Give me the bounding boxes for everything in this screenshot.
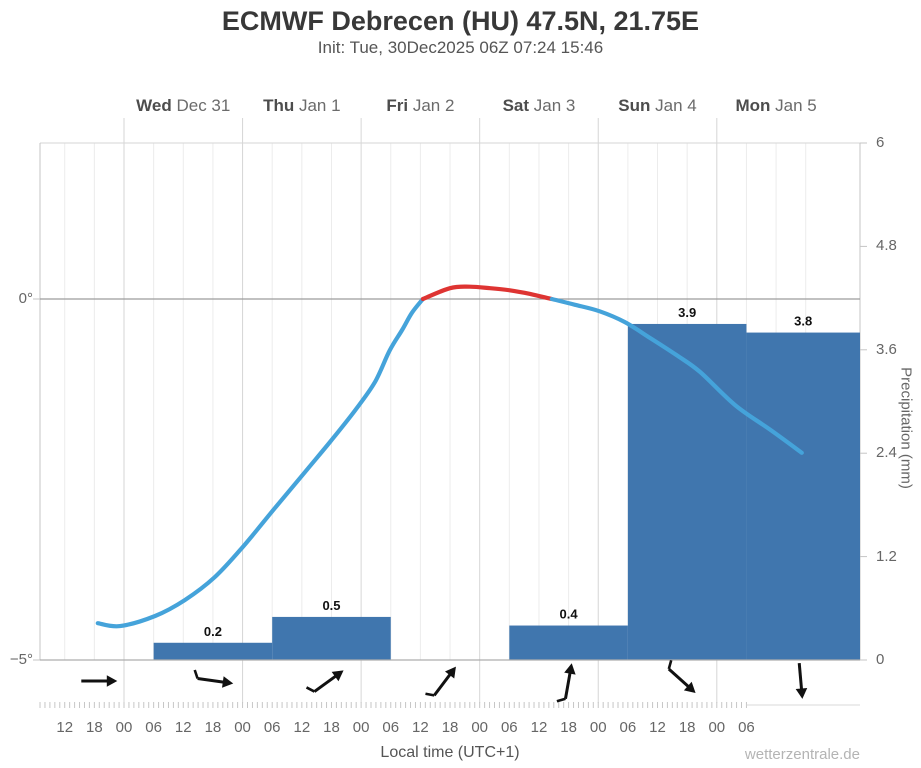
wind-arrow	[667, 659, 696, 694]
x-tick-label: 06	[263, 719, 281, 736]
wind-arrow-barb	[425, 692, 435, 697]
temp-axis-label: 0°	[18, 290, 33, 307]
bar-value-label: 0.4	[560, 607, 579, 622]
bar-value-label: 3.9	[678, 305, 696, 320]
temp-axis-label: −5°	[9, 651, 33, 668]
temperature-curve-below-zero	[549, 296, 804, 455]
wind-arrow-shaft	[197, 677, 225, 684]
x-tick-label: 18	[441, 719, 459, 736]
wind-arrow	[305, 670, 344, 693]
day-name: Sat	[502, 96, 530, 115]
x-tick-label: 18	[86, 719, 103, 736]
wind-arrow-barb	[667, 659, 673, 670]
wind-arrow-barb	[556, 697, 566, 703]
x-tick-label: 00	[115, 719, 133, 736]
x-tick-label: 06	[145, 719, 162, 736]
day-date: Jan 4	[650, 96, 697, 115]
wind-arrow-shaft	[563, 671, 572, 699]
day-label: Fri Jan 2	[386, 96, 454, 116]
precip-axis-label: 1.2	[876, 547, 897, 565]
x-tick-label: 12	[293, 719, 311, 736]
wind-arrow-barb	[305, 686, 316, 693]
wind-arrow-shaft	[797, 662, 804, 691]
x-tick-label: 00	[589, 719, 607, 736]
wind-arrow	[193, 669, 234, 688]
precip-bar	[272, 616, 391, 660]
wind-arrow-head	[795, 687, 808, 699]
x-tick-label: 00	[708, 719, 726, 736]
x-tick-label: 18	[323, 719, 340, 736]
wind-arrow	[556, 663, 576, 703]
x-tick-label: 06	[500, 719, 518, 736]
wind-arrow	[81, 675, 118, 687]
temperature-curve-above-zero	[420, 284, 554, 302]
precip-bar	[509, 625, 628, 660]
bar-value-label: 0.5	[322, 598, 340, 613]
x-tick-label: 12	[56, 719, 74, 736]
wind-arrow-head	[331, 670, 344, 682]
day-name: Sun	[618, 96, 651, 115]
day-label: Mon Jan 5	[735, 96, 816, 116]
day-label: Wed Dec 31	[136, 96, 230, 116]
x-tick-label: 12	[649, 719, 666, 736]
x-tick-label: 00	[234, 719, 251, 736]
day-date: Jan 5	[770, 96, 817, 115]
wind-arrow-barb	[193, 669, 199, 679]
x-tick-label: 18	[678, 719, 696, 736]
temperature-curve-below-zero	[95, 296, 425, 629]
day-label: Sat Jan 3	[503, 96, 576, 116]
precip-axis-label: 6	[876, 134, 885, 151]
precip-axis-label: 4.8	[876, 237, 897, 255]
day-name: Wed	[136, 96, 172, 115]
wind-arrow-shaft	[433, 672, 452, 697]
day-date: Jan 1	[294, 96, 341, 115]
day-date: Dec 31	[171, 96, 231, 115]
wind-arrow-head	[444, 666, 456, 679]
wind-arrow-shaft	[667, 667, 690, 689]
precip-bar	[153, 642, 273, 660]
precip-axis-title: Precipitation (mm)	[897, 367, 915, 489]
day-label: Sun Jan 4	[618, 96, 696, 116]
day-label: Thu Jan 1	[263, 96, 340, 116]
x-tick-label: 06	[738, 719, 755, 736]
wind-arrow-shaft	[313, 674, 338, 693]
precip-axis-label: 2.4	[876, 444, 897, 462]
precip-axis-label: 3.6	[876, 340, 897, 358]
wind-arrow	[795, 662, 808, 699]
x-tick-label: 12	[174, 719, 192, 736]
watermark: wetterzentrale.de	[744, 746, 860, 763]
x-tick-label: 18	[204, 719, 222, 736]
x-tick-label: 00	[471, 719, 489, 736]
bar-value-label: 0.2	[204, 624, 222, 639]
precip-axis-label: 0	[876, 651, 885, 668]
day-date: Jan 3	[529, 96, 576, 115]
wind-arrow-head	[683, 681, 696, 694]
x-tick-label: 00	[352, 719, 370, 736]
wind-arrow-head	[564, 663, 576, 675]
x-tick-label: 18	[560, 719, 577, 736]
precip-bar	[746, 332, 860, 660]
chart-subtitle: Init: Tue, 30Dec2025 06Z 07:24 15:46	[317, 38, 604, 57]
page-title: ECMWF Debrecen (HU) 47.5N, 21.75E	[221, 6, 700, 36]
day-name: Thu	[263, 96, 295, 115]
wind-arrow	[425, 666, 456, 697]
wind-arrow-head	[106, 675, 118, 687]
x-axis-title: Local time (UTC+1)	[380, 744, 520, 761]
bar-value-label: 3.8	[794, 314, 812, 329]
x-tick-label: 06	[382, 719, 400, 736]
x-tick-label: 12	[530, 719, 548, 736]
x-tick-label: 06	[619, 719, 637, 736]
day-name: Fri	[386, 96, 409, 115]
wind-arrow-head	[222, 676, 234, 688]
day-date: Jan 2	[408, 96, 455, 115]
precip-bar	[627, 323, 747, 660]
x-tick-label: 12	[412, 719, 429, 736]
day-name: Mon	[735, 96, 771, 115]
